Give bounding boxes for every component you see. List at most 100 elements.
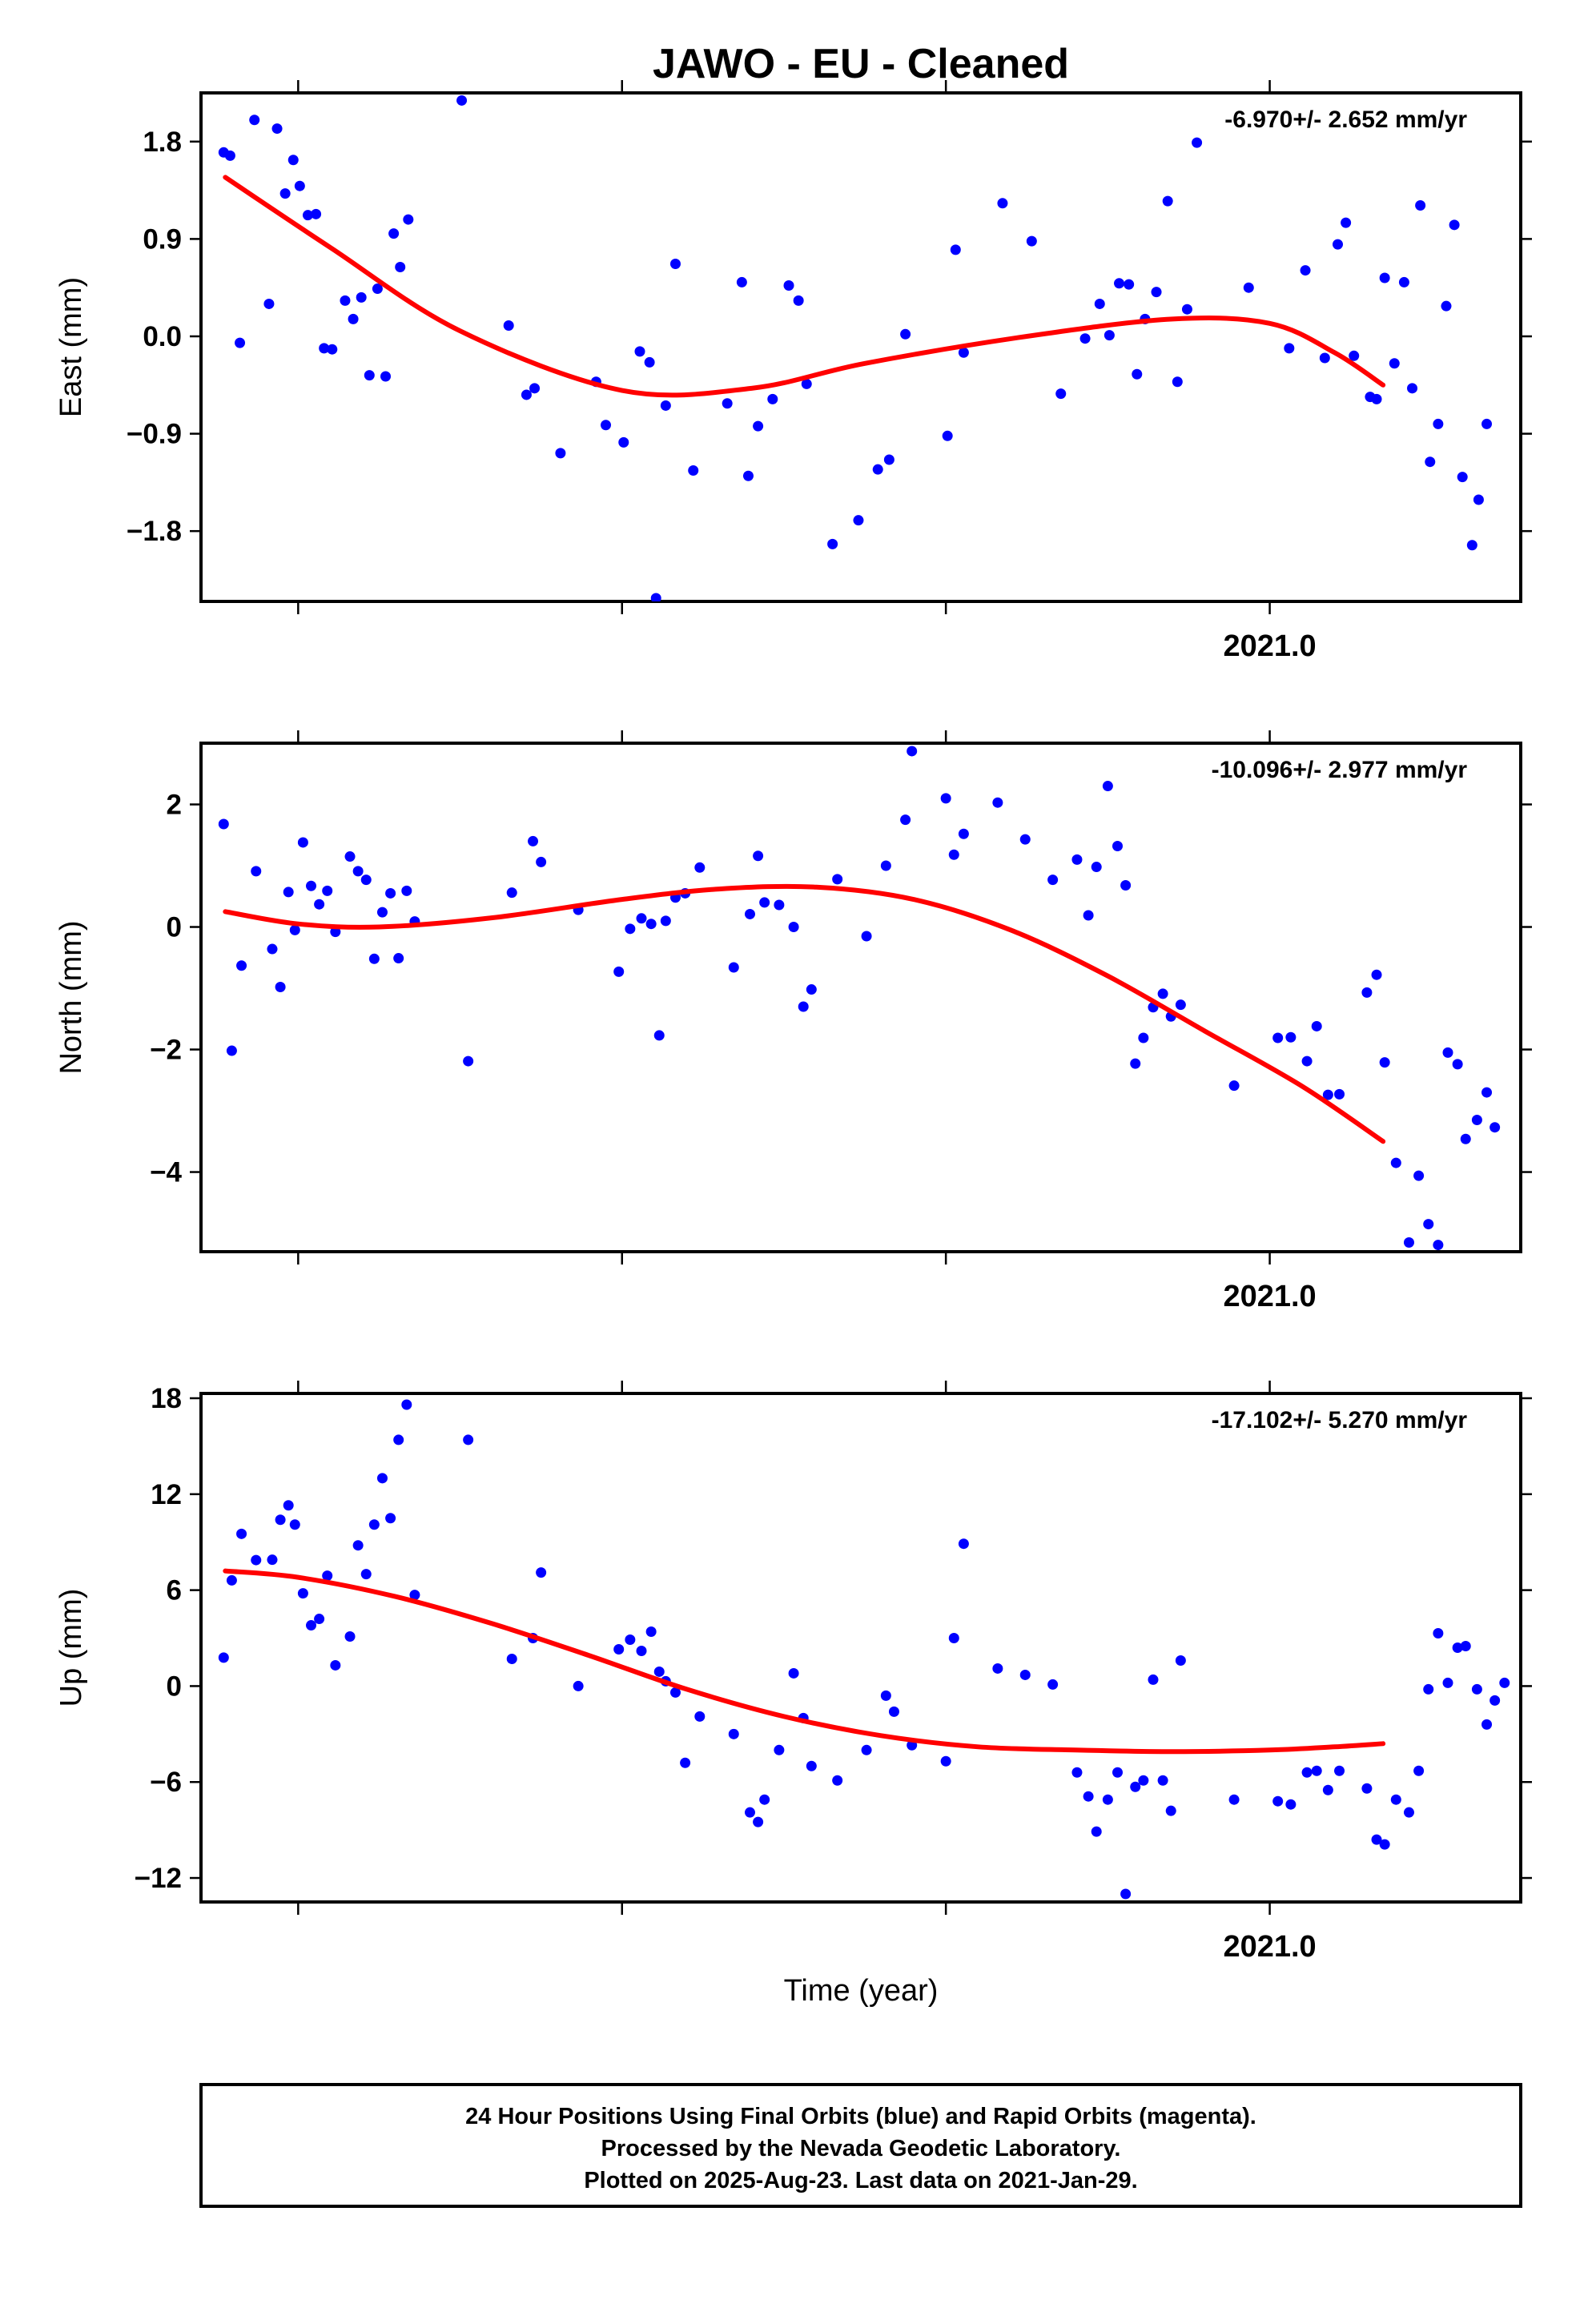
data-point <box>806 984 817 995</box>
data-point <box>634 346 645 357</box>
data-point <box>1361 987 1373 998</box>
data-point <box>753 1816 764 1827</box>
y-axis-label: North (mm) <box>54 920 88 1074</box>
data-point <box>1091 862 1102 873</box>
data-point <box>294 180 305 191</box>
data-point <box>1083 1791 1094 1802</box>
data-point <box>1449 219 1460 231</box>
data-point <box>948 849 959 860</box>
data-point <box>1389 358 1400 369</box>
data-point <box>368 953 380 964</box>
data-point <box>1112 1767 1124 1778</box>
data-point <box>744 1807 755 1818</box>
data-point <box>1104 330 1115 341</box>
data-point <box>1379 272 1390 283</box>
data-point <box>275 981 286 992</box>
data-point <box>722 398 733 409</box>
footer-frame <box>199 2083 1522 2208</box>
data-point <box>322 885 333 896</box>
data-point <box>1423 1219 1434 1230</box>
data-point <box>463 1055 474 1067</box>
data-point <box>319 343 330 354</box>
data-point <box>251 866 262 877</box>
data-point <box>1371 393 1382 404</box>
data-point <box>653 1666 665 1677</box>
data-point <box>1433 1240 1444 1251</box>
data-point <box>948 1633 959 1644</box>
data-point <box>528 835 539 846</box>
data-point <box>1157 1775 1168 1786</box>
y-axis-label: Up (mm) <box>54 1589 88 1707</box>
data-point <box>1441 300 1452 312</box>
y-tick-label: −4 <box>150 1157 182 1188</box>
data-point <box>573 1680 584 1691</box>
data-point <box>688 465 699 476</box>
data-point <box>536 856 547 867</box>
data-point <box>1333 239 1344 250</box>
y-tick-label: −12 <box>135 1863 182 1894</box>
data-point <box>267 943 278 955</box>
data-point <box>883 454 894 465</box>
data-point <box>1442 1677 1453 1688</box>
data-point <box>992 1663 1003 1674</box>
data-point <box>1151 287 1162 298</box>
panel-up: 18 12 6 0 −6 −12 2021.0 Up (mm) -17.102+/- 5.270… <box>54 1381 1532 1964</box>
data-point <box>940 793 951 804</box>
data-point <box>728 1728 739 1739</box>
data-point <box>728 962 739 973</box>
data-point <box>694 1711 706 1722</box>
data-point <box>1019 1669 1031 1680</box>
data-point <box>1413 1170 1425 1181</box>
data-point <box>736 276 747 287</box>
y-tick-label: 0 <box>167 912 182 943</box>
data-point <box>555 448 566 459</box>
data-point <box>1083 910 1094 921</box>
data-point <box>613 966 625 977</box>
data-point <box>958 347 969 358</box>
fit-curve <box>223 1568 1386 1755</box>
data-point <box>1272 1032 1284 1043</box>
data-point <box>275 1514 286 1526</box>
x-tick-label: 2021.0 <box>1223 1280 1316 1313</box>
data-point <box>271 123 283 135</box>
data-point <box>283 887 294 898</box>
data-point <box>297 837 308 848</box>
data-point <box>380 371 392 382</box>
data-point <box>279 188 291 199</box>
footer-line-3: Plotted on 2025-Aug-23. Last data on 202… <box>584 2168 1137 2193</box>
data-point <box>1047 875 1059 886</box>
data-point <box>669 1687 681 1698</box>
data-point <box>1398 276 1409 287</box>
data-point <box>1094 298 1105 309</box>
data-point <box>385 887 396 899</box>
data-point <box>1349 350 1360 361</box>
data-point <box>311 208 322 219</box>
data-point <box>759 897 770 908</box>
data-layer <box>218 1399 1510 1900</box>
data-point <box>1371 1834 1382 1845</box>
data-point <box>1102 1794 1113 1805</box>
data-point <box>322 1570 333 1582</box>
data-point <box>344 1631 356 1642</box>
data-point <box>1433 418 1444 429</box>
data-point <box>744 908 755 919</box>
data-point <box>289 1519 300 1530</box>
data-point <box>853 515 864 526</box>
y-tick-label: 0.0 <box>143 321 182 352</box>
data-point <box>340 295 351 306</box>
data-point <box>401 1399 412 1410</box>
data-point <box>226 1045 237 1056</box>
data-point <box>235 337 246 348</box>
data-point <box>806 1760 817 1771</box>
data-point <box>1390 1157 1401 1168</box>
data-point <box>1102 781 1113 792</box>
data-point <box>753 420 764 432</box>
data-point <box>1165 1805 1176 1816</box>
data-point <box>297 1588 308 1599</box>
data-point <box>832 874 843 885</box>
x-tick-label: 2021.0 <box>1223 1930 1316 1964</box>
data-point <box>330 927 341 938</box>
data-point <box>348 313 359 324</box>
data-point <box>1228 1080 1240 1092</box>
data-point <box>1132 368 1143 380</box>
